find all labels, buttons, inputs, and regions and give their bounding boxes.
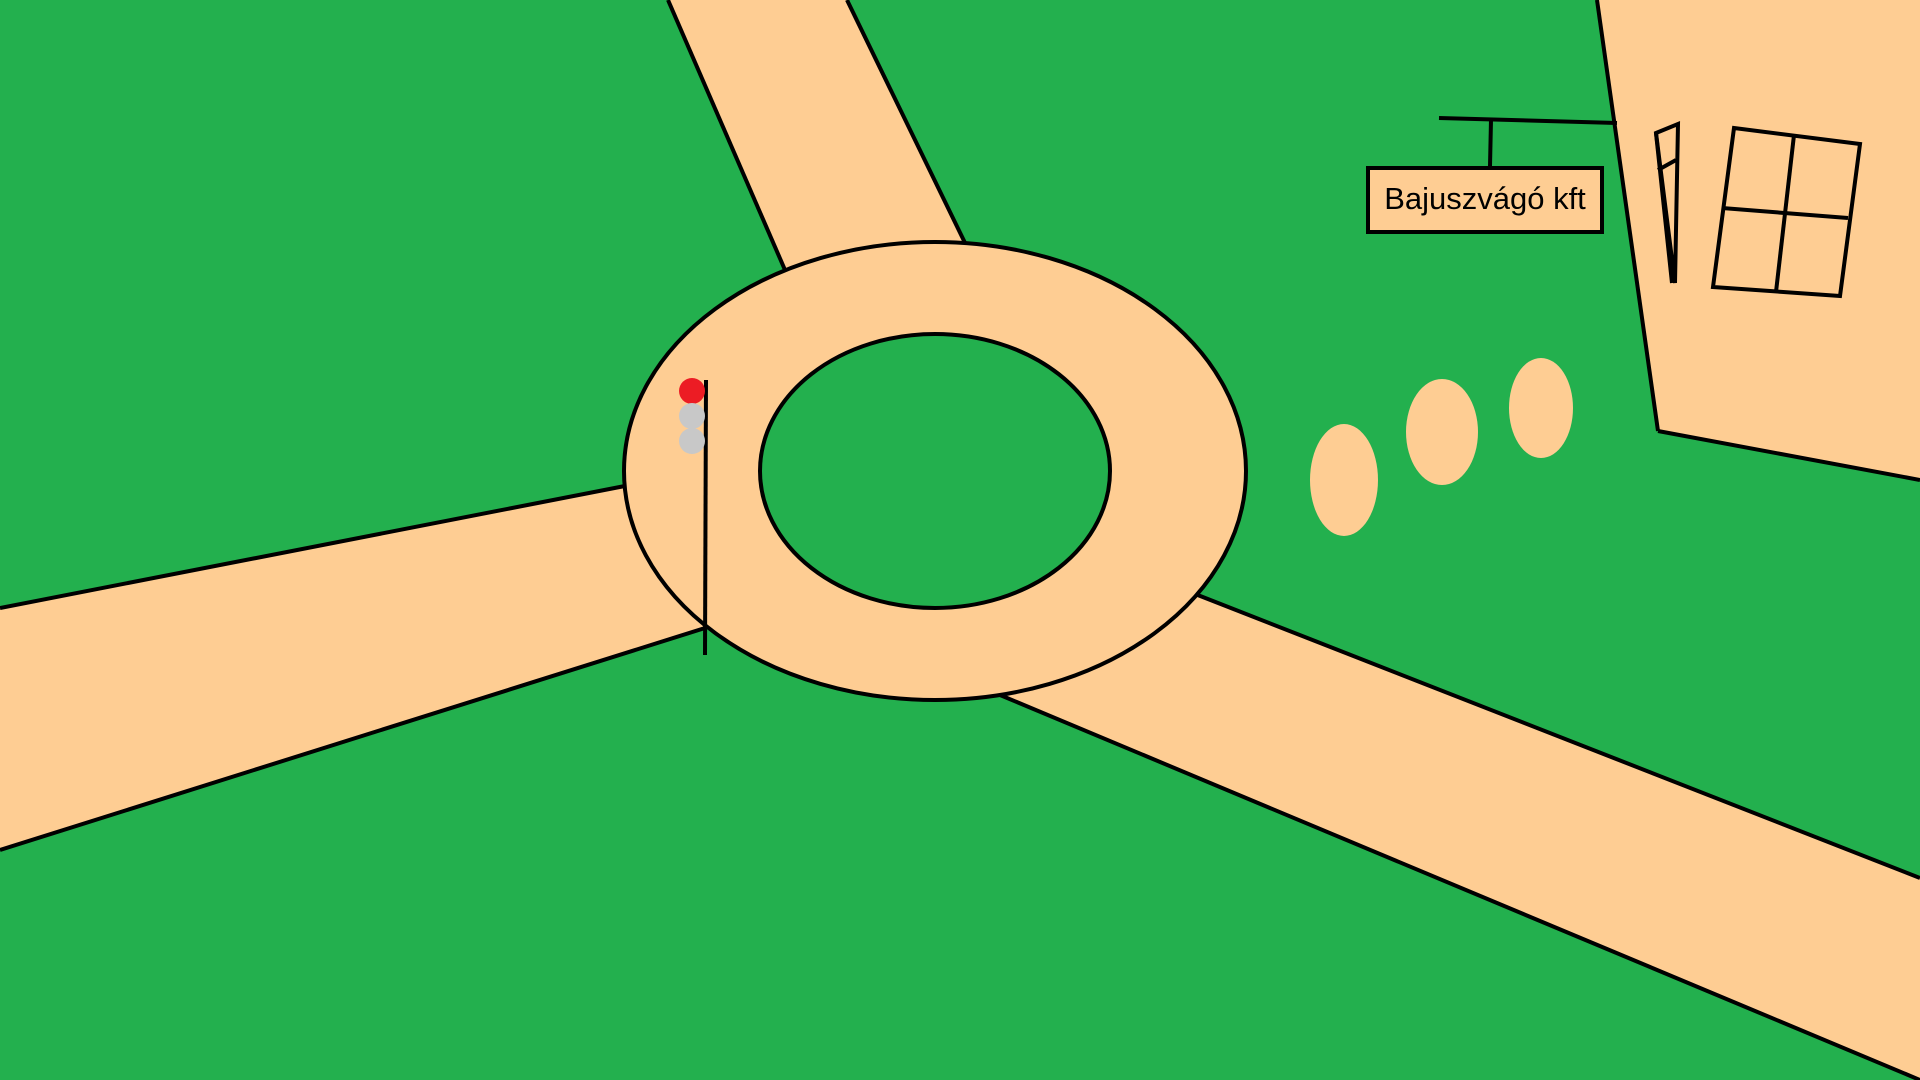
traffic-light-green-lamp [679, 428, 705, 454]
shop-sign-label: Bajuszvágó kft [1384, 181, 1586, 216]
building-edge-left [1595, 0, 1660, 432]
sign-bracket-hanger [1488, 119, 1493, 167]
stepping-stone-3[interactable] [1509, 358, 1573, 458]
road-west-edge-top [0, 483, 631, 610]
building[interactable] [1597, 0, 1920, 480]
roundabout-island [758, 332, 1112, 610]
road-north[interactable] [668, 0, 967, 270]
building-edge-bottom [1657, 429, 1920, 482]
road-west[interactable] [0, 485, 705, 850]
traffic-light-pole [703, 379, 708, 656]
stepping-stone-2[interactable] [1406, 379, 1478, 485]
building-window[interactable] [1710, 125, 1863, 299]
road-north-edge-left [666, 0, 787, 271]
road-southeast-edge-bottom [999, 693, 1920, 1080]
road-north-edge-right [845, 0, 969, 248]
traffic-light-yellow-lamp [679, 403, 705, 429]
road-southeast-edge-top [1189, 590, 1920, 880]
traffic-light[interactable] [679, 378, 708, 656]
shop-sign[interactable]: Bajuszvágó kft [1366, 166, 1604, 234]
stepping-stone-1[interactable] [1310, 424, 1378, 536]
road-west-edge-bottom [0, 626, 706, 852]
building-side-window[interactable] [1653, 120, 1681, 284]
road-southeast[interactable] [1000, 592, 1920, 1080]
traffic-light-red-lamp [679, 378, 705, 404]
shop-sign-board [1366, 166, 1604, 234]
sign-bracket-arm [1438, 116, 1618, 125]
